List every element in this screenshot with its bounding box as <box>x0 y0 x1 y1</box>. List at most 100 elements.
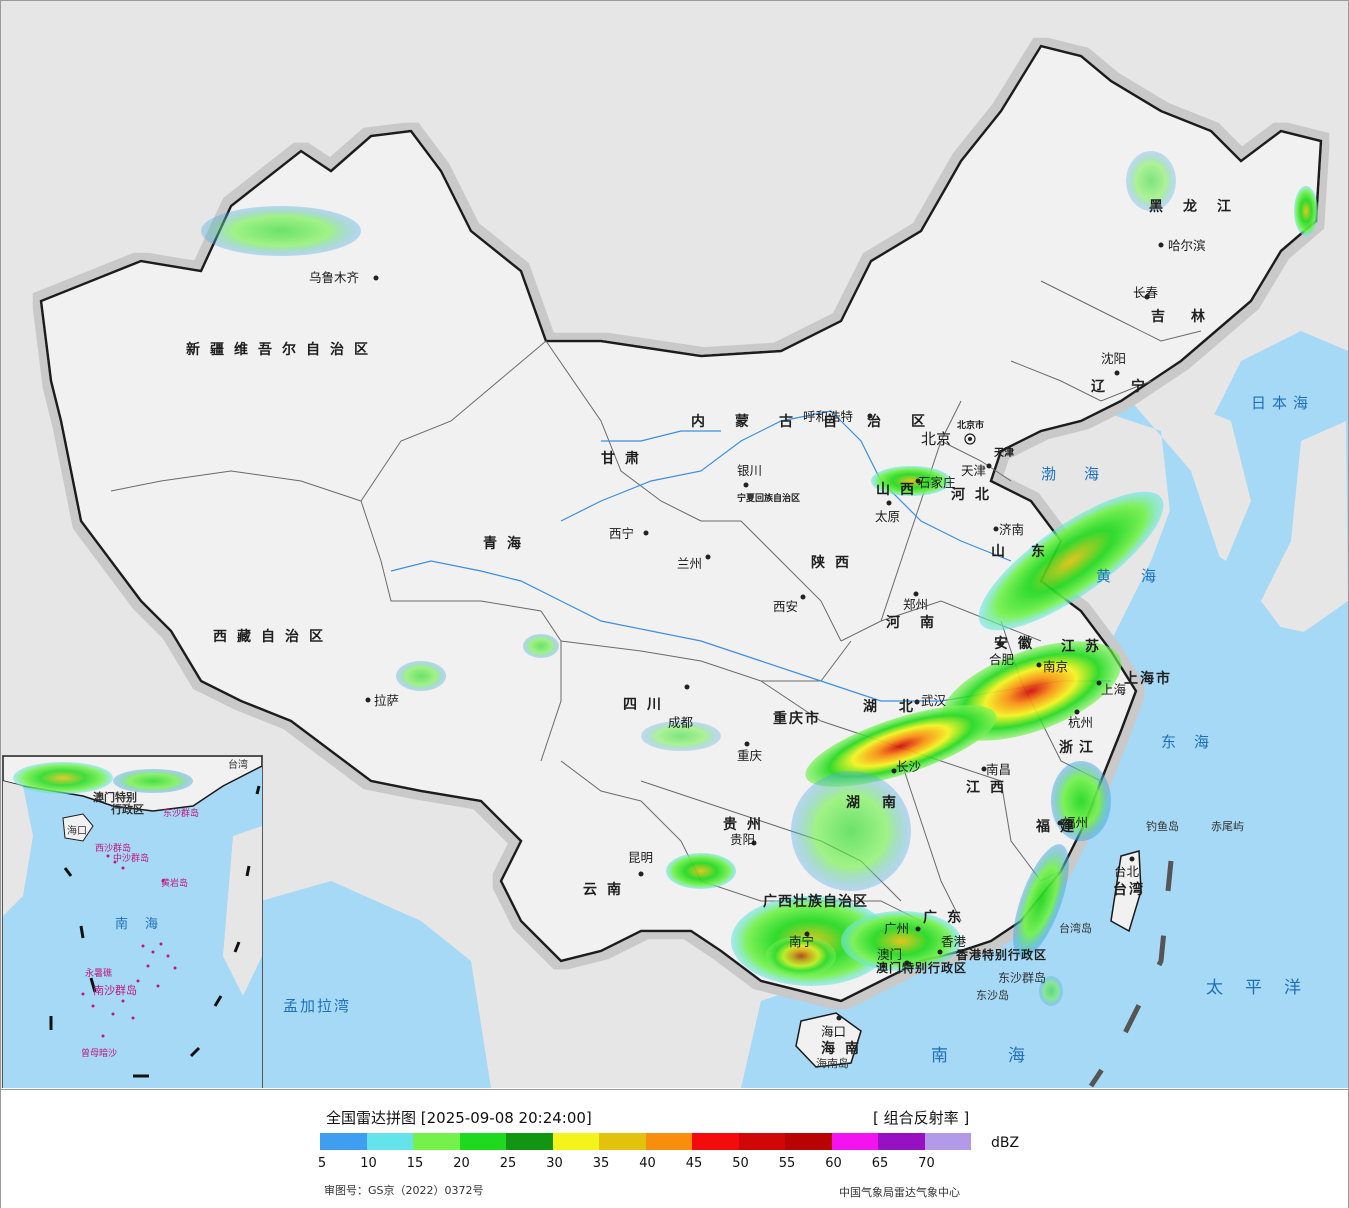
inset-hai: 海 <box>145 917 158 932</box>
legend-tick-10: 10 <box>360 1156 377 1171</box>
legend-swatch-6 <box>599 1133 646 1150</box>
sea-east <box>761 401 1348 1088</box>
city-shijiazhuang: 石家庄 <box>918 475 956 490</box>
inset-macau-2: 行政区 <box>110 802 144 816</box>
inset-huangyan: 黄岩岛 <box>161 877 188 889</box>
legend-title: 全国雷达拼图 [2025-09-08 20:24:00] <box>326 1109 592 1127</box>
city-lhasa: 拉萨 <box>374 693 399 708</box>
prov-guangxi: 广西壮族自治区 <box>763 893 868 910</box>
legend-color-bar <box>320 1133 971 1150</box>
city-haikou: 海口 <box>821 1024 846 1039</box>
sea-labels: 日本海 渤海 黄海 东海 太平洋 南海 孟加拉湾 <box>283 394 1323 1066</box>
island-chiwei: 赤尾屿 <box>1211 820 1244 833</box>
echo-heilongjiang <box>1126 151 1176 211</box>
prov-heilongjiang: 黑龙江 <box>1149 198 1251 215</box>
echo-qinghai <box>523 634 559 658</box>
inset-neighbour-land <box>3 781 262 996</box>
legend-tick-70: 70 <box>918 1156 935 1171</box>
legend-tick-20: 20 <box>453 1156 470 1171</box>
echo-ne-coast <box>1294 186 1318 236</box>
legend-swatch-2 <box>413 1133 460 1150</box>
prov-hubei: 湖北 <box>863 699 935 715</box>
source-credit: 中国气象局雷达气象中心 <box>839 1186 960 1199</box>
island-labels: 钓鱼岛 赤尾屿 台湾岛 东沙群岛 东沙岛 海南岛 <box>816 819 1244 1070</box>
echo-tibet <box>396 661 446 691</box>
korea-japan-land <box>1171 401 1348 641</box>
city-xian: 西安 <box>773 599 798 614</box>
inset-yongshu: 永暑礁 <box>85 967 112 979</box>
prov-henan: 河南 <box>886 614 954 631</box>
city-guiyang: 贵阳 <box>730 832 755 847</box>
sea-bengal: 孟加拉湾 <box>283 997 351 1015</box>
city-fuzhou: 福州 <box>1063 815 1088 830</box>
prov-ningxia: 宁夏回族自治区 <box>737 492 800 504</box>
inset-taiwan: 台湾 <box>228 758 248 771</box>
city-chengdu: 成都 <box>668 715 694 730</box>
legend-tick-55: 55 <box>778 1156 796 1171</box>
city-macau: 澳门 <box>877 947 902 962</box>
echo-guizhou <box>666 853 736 889</box>
legend-tick-30: 30 <box>546 1156 563 1171</box>
legend-swatch-8 <box>692 1133 739 1150</box>
prov-shanxi: 山西 <box>876 482 924 498</box>
prov-zhejiang: 浙江 <box>1059 739 1099 756</box>
city-wuhan: 武汉 <box>921 693 947 708</box>
prov-jilin: 吉林 <box>1151 308 1231 325</box>
bay-of-bengal <box>261 881 491 1088</box>
legend-swatch-5 <box>552 1133 599 1150</box>
prov-shandong: 山东 <box>991 543 1071 560</box>
city-jinan: 济南 <box>999 522 1024 537</box>
echo-hebei <box>871 466 951 496</box>
prov-hunan: 湖南 <box>846 794 918 811</box>
prov-xinjiang: 新疆维吾尔自治区 <box>186 341 378 358</box>
legend-tick-50: 50 <box>732 1156 749 1171</box>
city-changsha: 长沙 <box>896 759 922 774</box>
inset-canvas: 海口 澳门特别 行政区 台湾 东沙群岛 西沙群岛 中沙群岛 黄岩岛 南 海 永暑… <box>3 756 262 1078</box>
south-china-sea-inset: 海口 澳门特别 行政区 台湾 东沙群岛 西沙群岛 中沙群岛 黄岩岛 南 海 永暑… <box>2 755 263 1088</box>
echo-xinjiang <box>201 206 361 256</box>
echo-jiangsu-band <box>978 491 1164 631</box>
prov-jiangxi: 江西 <box>966 779 1014 796</box>
sea-bohai: 渤海 <box>1041 465 1127 483</box>
sea-japan: 日本海 <box>1251 394 1314 412</box>
prov-hongkong: 香港特别行政区 <box>955 947 1047 962</box>
inset-hainan <box>62 813 94 842</box>
sea-yellow: 黄海 <box>1096 567 1186 585</box>
legend-product: [ 组合反射率 ] <box>873 1109 970 1127</box>
city-hefei: 合肥 <box>989 652 1015 667</box>
legend-tick-40: 40 <box>639 1156 656 1171</box>
city-yinchuan: 银川 <box>737 463 762 478</box>
echo-fujian <box>1051 761 1111 841</box>
inset-haikou: 海口 <box>67 824 87 837</box>
city-beijing: 北京 <box>921 430 951 448</box>
island-taiwan: 台湾岛 <box>1059 921 1092 935</box>
prov-beijing: 北京市 <box>957 419 984 431</box>
legend-tick-25: 25 <box>499 1156 517 1171</box>
island-hainan: 海南岛 <box>816 1056 849 1070</box>
city-shanghai: 上海 <box>1101 682 1127 697</box>
legend-tick-35: 35 <box>592 1156 610 1171</box>
legend-tick-5: 5 <box>317 1156 327 1171</box>
city-nanjing: 南京 <box>1043 659 1068 674</box>
prov-chongqing: 重庆市 <box>773 710 821 727</box>
prov-hainan: 海南 <box>821 1040 869 1057</box>
echo-guangdong <box>841 911 961 971</box>
city-hohhot: 呼和浩特 <box>803 409 853 424</box>
city-taipei: 台北 <box>1114 864 1140 879</box>
sea-pacific: 太平洋 <box>1206 978 1323 998</box>
prov-gansu: 甘肃 <box>601 450 649 467</box>
china-radar-map: 新疆维吾尔自治区 西藏自治区 青海 甘肃 四川 云南 贵州 广西壮族自治区 广东… <box>1 1 1348 1088</box>
legend-panel: 全国雷达拼图 [2025-09-08 20:24:00] [ 组合反射率 ] d… <box>1 1089 1348 1208</box>
legend-tick-65: 65 <box>871 1156 889 1171</box>
prov-anhui: 安徽 <box>994 635 1042 652</box>
inset-zhongsha: 中沙群岛 <box>113 852 149 864</box>
echo-east-sea <box>1039 976 1063 1006</box>
city-harbin: 哈尔滨 <box>1168 238 1206 253</box>
echo-sichuan <box>641 721 721 751</box>
legend-swatch-3 <box>459 1133 506 1150</box>
city-taiyuan: 太原 <box>875 509 900 524</box>
city-shenyang: 沈阳 <box>1101 351 1126 366</box>
prov-qinghai: 青海 <box>483 535 531 552</box>
city-tianjin: 天津 <box>961 463 986 478</box>
